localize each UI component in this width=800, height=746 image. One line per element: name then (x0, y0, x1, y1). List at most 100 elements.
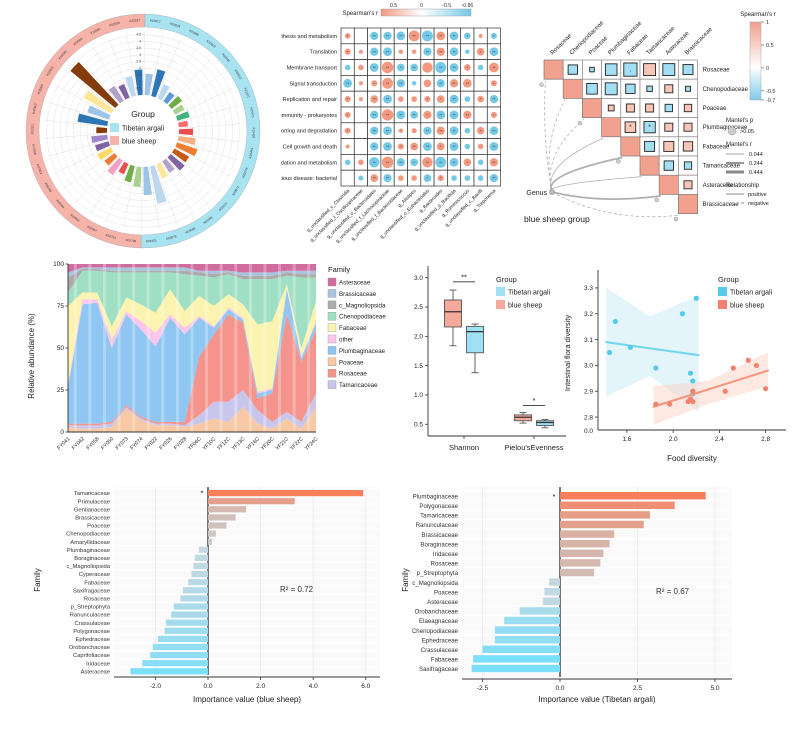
correlation-dot (476, 126, 485, 135)
correlation-dot (464, 127, 471, 134)
family-label: Crassulaceae (421, 647, 459, 654)
ko-label: K02003 (206, 39, 217, 49)
family-label: Boraginaceae (74, 556, 110, 562)
blue-sheep-group-label: blue sheep group (524, 214, 590, 224)
significance-mark: ** (439, 128, 443, 133)
family-swatch (327, 368, 337, 378)
pathway-label: Infectious disease: bacterial (281, 176, 337, 182)
family-label: Tamaricaceae (74, 491, 110, 497)
ko-label: K07024 (36, 163, 44, 175)
diagonal-cell (639, 155, 660, 176)
mantel-r-value-1: 0.044 (749, 152, 763, 158)
family-label: c_Magnoliopsida (66, 564, 110, 570)
correlation-dot (423, 110, 432, 120)
sample-label: YF13C (231, 436, 247, 452)
ko-bar (108, 85, 124, 104)
importance-bar (549, 578, 560, 586)
significance-mark: ** (439, 49, 443, 54)
family-label: Orobanchaceae (69, 645, 110, 651)
significance-mark: * (533, 396, 536, 405)
ko-label: K03306 (37, 83, 45, 95)
x-axis-tick: 2.0 (669, 436, 678, 443)
significance-mark: ** (413, 144, 417, 149)
mantel-cell (604, 63, 618, 76)
family-label: Brassicaceae (421, 532, 458, 539)
importance-bar (560, 568, 595, 577)
family-label-right: Fabaceae (703, 144, 730, 150)
hbar-right-ylabel: Family (401, 568, 410, 592)
family-swatch (327, 346, 337, 355)
family-label: Polygonaceae (419, 503, 458, 510)
mantel-cell (646, 85, 653, 92)
sample-label: FY022 (144, 436, 159, 451)
family-label: Brassicaceae (75, 516, 110, 522)
diagonal-cell (658, 174, 679, 195)
correlation-dot (358, 64, 364, 71)
mantel-colorbar (749, 21, 762, 101)
importance-bar (158, 635, 208, 642)
significance-mark: * (648, 125, 651, 131)
ko-bar (133, 166, 142, 188)
scatter-legend-title: Group (718, 275, 739, 284)
data-point (763, 386, 769, 392)
box-blue-sheep (444, 299, 462, 328)
legend-swatch-tibetan-argali (110, 123, 119, 132)
importance-bar (194, 554, 208, 561)
correlation-dot (449, 157, 459, 167)
significance-mark: * (553, 494, 556, 501)
significance-mark: ** (386, 65, 390, 70)
circular-legend-title: Group (131, 109, 155, 119)
family-label: Rosaceae (84, 597, 110, 603)
ko-label: K10112 (32, 103, 38, 114)
mantel-cell (607, 104, 615, 112)
mantel-cell (683, 161, 693, 170)
correlation-dot (358, 81, 363, 86)
ko-label: K23537 (129, 18, 140, 23)
ko-bar (94, 141, 111, 152)
correlation-dot (449, 110, 459, 120)
family-label-right: Plumbaginaceae (703, 125, 748, 131)
significance-mark: ** (399, 160, 403, 165)
regression-line (652, 369, 769, 408)
y-axis-tick: 1.5 (414, 363, 423, 370)
importance-bar (150, 652, 208, 659)
correlation-dot (371, 80, 378, 87)
correlation-dot (381, 156, 394, 169)
ko-label: K10111 (30, 124, 34, 135)
correlation-dot (464, 175, 471, 181)
importance-bar (171, 611, 208, 618)
mantel-edge-negative (551, 191, 680, 218)
importance-bar (494, 626, 560, 634)
correlation-dot (423, 174, 432, 182)
family-label: Chenopodiaceae (66, 532, 110, 538)
mantel-cell (643, 121, 656, 134)
correlation-dot (436, 142, 445, 151)
correlation-dot (382, 77, 393, 89)
sample-label: FY050 (100, 436, 115, 451)
significance-mark: ** (373, 97, 377, 102)
ko-label: K01058 (202, 215, 213, 225)
importance-bar (519, 607, 560, 615)
mantel-cell (643, 63, 657, 77)
ko-bar (118, 83, 130, 100)
family-label: Chenopodiaceae (412, 628, 459, 635)
radial-axis-tick: 4 (139, 39, 141, 43)
genus-label: g_Treponema (472, 188, 497, 213)
category-label: Shannon (449, 443, 479, 452)
pathway-label: Signal transduction (289, 81, 337, 87)
family-label: Ranunculaceae (416, 522, 459, 529)
diagonal-cell (678, 194, 698, 214)
y-axis-tick: 3.0 (584, 363, 593, 370)
confidence-band (606, 287, 699, 412)
correlation-dot (449, 47, 459, 57)
importance-bar (560, 511, 650, 519)
significance-mark: ** (386, 160, 390, 165)
correlation-dot (383, 173, 392, 183)
spearman-colorbar (380, 8, 472, 17)
importance-bar (208, 498, 295, 505)
family-label: Iridaceae (86, 661, 110, 667)
mantel-p-dot (539, 82, 544, 87)
heatmap-cell (353, 106, 368, 124)
family-label-right: Poaceae (703, 106, 727, 112)
correlation-dot (463, 158, 472, 167)
